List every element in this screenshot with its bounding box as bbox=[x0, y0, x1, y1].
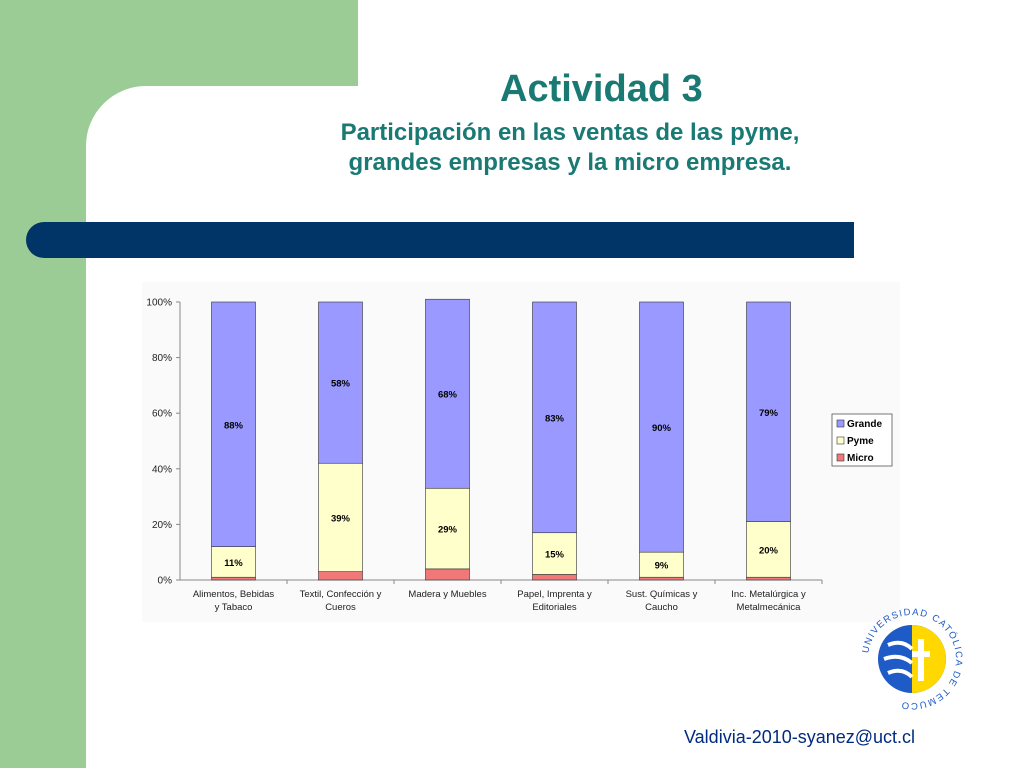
top-decor-block bbox=[86, 0, 358, 86]
x-category-label: Inc. Metalúrgica y bbox=[731, 589, 806, 600]
y-tick-label: 80% bbox=[152, 353, 172, 364]
x-category-label: Sust. Químicas y bbox=[626, 589, 698, 600]
legend-label-pyme: Pyme bbox=[847, 436, 874, 447]
x-category-label: Caucho bbox=[645, 602, 678, 613]
data-label-grande: 68% bbox=[438, 390, 458, 401]
bar-segment-grande bbox=[425, 298, 470, 489]
legend-swatch-micro bbox=[836, 453, 845, 462]
data-label-pyme: 29% bbox=[438, 525, 458, 536]
data-label-pyme: 20% bbox=[759, 545, 779, 556]
bar-segment-pyme bbox=[211, 546, 256, 578]
seal-cross-horizontal bbox=[912, 651, 930, 657]
bar-segment-pyme bbox=[318, 462, 363, 572]
legend-label-micro: Micro bbox=[847, 453, 874, 464]
y-tick-label: 20% bbox=[152, 520, 172, 531]
x-category-label: Cueros bbox=[325, 602, 356, 613]
seal-cross-vertical bbox=[918, 639, 924, 681]
x-category-label: Madera y Muebles bbox=[408, 589, 486, 600]
data-label-grande: 83% bbox=[545, 413, 565, 424]
data-label-grande: 79% bbox=[759, 408, 779, 419]
navy-divider-bar bbox=[26, 222, 854, 258]
x-category-label: Textil, Confección y bbox=[300, 589, 382, 600]
bar-segment-micro bbox=[746, 576, 791, 581]
stacked-bar-chart: 0% 20% 40% 60% 80% 100% 11% 88% Alimentos, Bebid… bbox=[146, 298, 893, 613]
data-label-grande: 90% bbox=[652, 423, 672, 434]
y-tick-label: 100% bbox=[146, 298, 172, 309]
data-label-pyme: 15% bbox=[545, 550, 565, 561]
bar-segment-micro bbox=[639, 576, 684, 581]
slide-title: Actividad 3 bbox=[500, 68, 703, 110]
y-tick-label: 60% bbox=[152, 409, 172, 420]
university-seal-logo: UNIVERSIDAD CATÓLICA DE TEMUCO bbox=[860, 607, 963, 711]
bar-segment-grande bbox=[211, 301, 256, 547]
legend-swatch-pyme bbox=[836, 436, 845, 445]
data-label-pyme: 11% bbox=[224, 558, 243, 569]
bar-segment-pyme bbox=[746, 521, 791, 578]
subtitle-line-1: Participación en las ventas de las pyme, bbox=[340, 119, 800, 146]
data-label-pyme: 9% bbox=[655, 561, 669, 572]
bar-segment-micro bbox=[532, 574, 577, 581]
bar-segment-grande bbox=[746, 301, 791, 522]
legend-label-grande: Grande bbox=[847, 419, 882, 430]
footer-email: Valdivia-2010-syanez@uct.cl bbox=[684, 727, 916, 747]
x-category-label: y Tabaco bbox=[215, 602, 253, 613]
seal-yellow-half bbox=[912, 625, 946, 693]
legend-swatch-grande bbox=[836, 419, 845, 428]
bar-segment-micro bbox=[425, 568, 470, 581]
slide-subtitle: Participación en las ventas de las pyme,… bbox=[270, 118, 870, 178]
bar-segment-micro bbox=[211, 576, 256, 581]
bar-segment-pyme bbox=[425, 487, 470, 570]
data-label-pyme: 39% bbox=[331, 513, 351, 524]
bar-segment-grande bbox=[532, 301, 577, 534]
x-category-label: Metalmecánica bbox=[737, 602, 802, 613]
data-label-grande: 58% bbox=[331, 379, 351, 390]
x-category-label: Alimentos, Bebidas bbox=[193, 589, 275, 600]
y-tick-label: 40% bbox=[152, 464, 172, 475]
y-tick-label: 0% bbox=[158, 576, 173, 587]
seal-wave-lines bbox=[883, 640, 914, 679]
x-category-label: Papel, Imprenta y bbox=[517, 589, 592, 600]
subtitle-line-2: grandes empresas y la micro empresa. bbox=[348, 149, 792, 176]
chart-container: 0% 20% 40% 60% 80% 100% 11% 88% Alimentos, Bebid… bbox=[142, 282, 900, 622]
bar-segment-grande bbox=[639, 301, 684, 553]
bar-segment-micro bbox=[318, 571, 363, 581]
bar-segment-grande bbox=[318, 301, 363, 464]
data-label-grande: 88% bbox=[224, 420, 244, 431]
bar-segment-pyme bbox=[532, 532, 577, 575]
left-decor-band bbox=[0, 0, 86, 768]
x-category-label: Editoriales bbox=[532, 602, 577, 613]
